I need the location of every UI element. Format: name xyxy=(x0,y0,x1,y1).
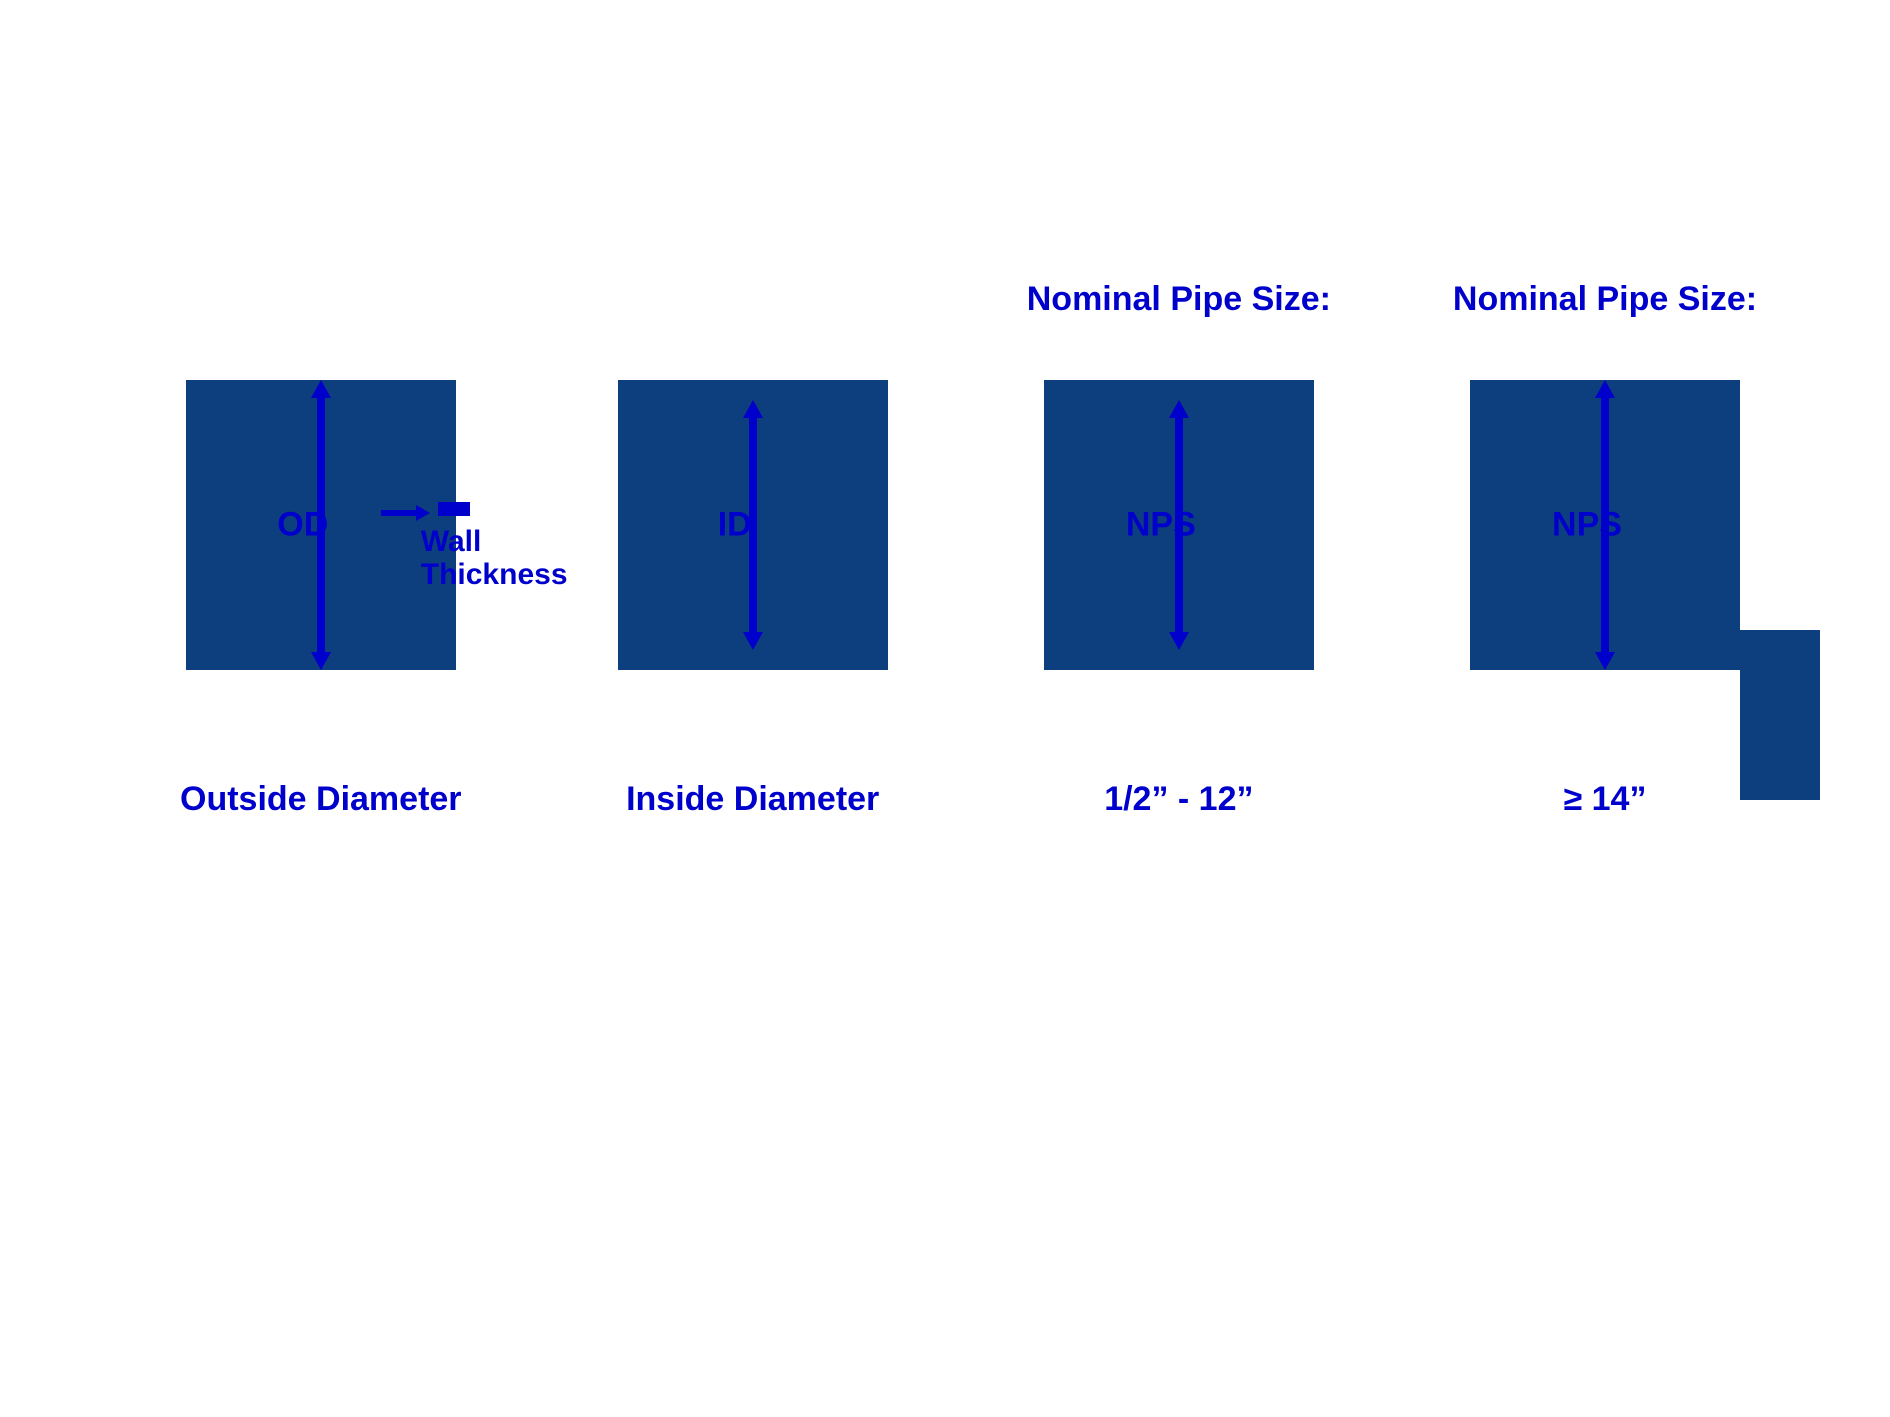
pipe-box-id: ID xyxy=(618,380,888,670)
arrow-down-icon xyxy=(1595,652,1615,670)
inner-label-nps-large: NPS xyxy=(1552,506,1622,545)
pipe-box-od: OD Wall Thickness xyxy=(186,380,456,670)
inner-label-id: ID xyxy=(718,506,752,545)
diagram-id: ID Inside Diameter xyxy=(618,380,888,819)
diagram-nps-large: Nominal Pipe Size: NPS ≥ 14” xyxy=(1470,380,1740,819)
top-header-nps-small: Nominal Pipe Size: xyxy=(1027,280,1331,319)
pipe-box-nps-large: NPS xyxy=(1470,380,1740,670)
wall-arrow xyxy=(381,505,430,521)
pipe-box-nps-small: NPS xyxy=(1044,380,1314,670)
bottom-label-id: Inside Diameter xyxy=(626,780,879,819)
diagram-row: OD Wall Thickness Outside Diameter ID In… xyxy=(180,380,1740,819)
diagram-od: OD Wall Thickness Outside Diameter xyxy=(180,380,462,819)
wall-thickness-mark xyxy=(438,502,470,516)
inner-label-od: OD xyxy=(277,506,328,545)
wall-label-line2: Thickness xyxy=(421,558,568,591)
inner-label-nps-small: NPS xyxy=(1126,506,1196,545)
wall-thickness-label: Wall Thickness xyxy=(421,525,568,591)
bottom-label-od: Outside Diameter xyxy=(180,780,462,819)
arrow-down-icon xyxy=(743,632,763,650)
diagram-nps-small: Nominal Pipe Size: NPS 1/2” - 12” xyxy=(1044,380,1314,819)
bottom-label-nps-small: 1/2” - 12” xyxy=(1104,780,1253,819)
wall-label-line1: Wall xyxy=(421,525,482,558)
extra-pipe-block xyxy=(1740,630,1820,800)
horizontal-arrow-line xyxy=(381,510,416,516)
top-header-nps-large: Nominal Pipe Size: xyxy=(1453,280,1757,319)
arrow-down-icon xyxy=(311,652,331,670)
arrow-down-icon xyxy=(1169,632,1189,650)
bottom-label-nps-large: ≥ 14” xyxy=(1564,780,1647,819)
arrow-right-icon xyxy=(416,505,430,521)
